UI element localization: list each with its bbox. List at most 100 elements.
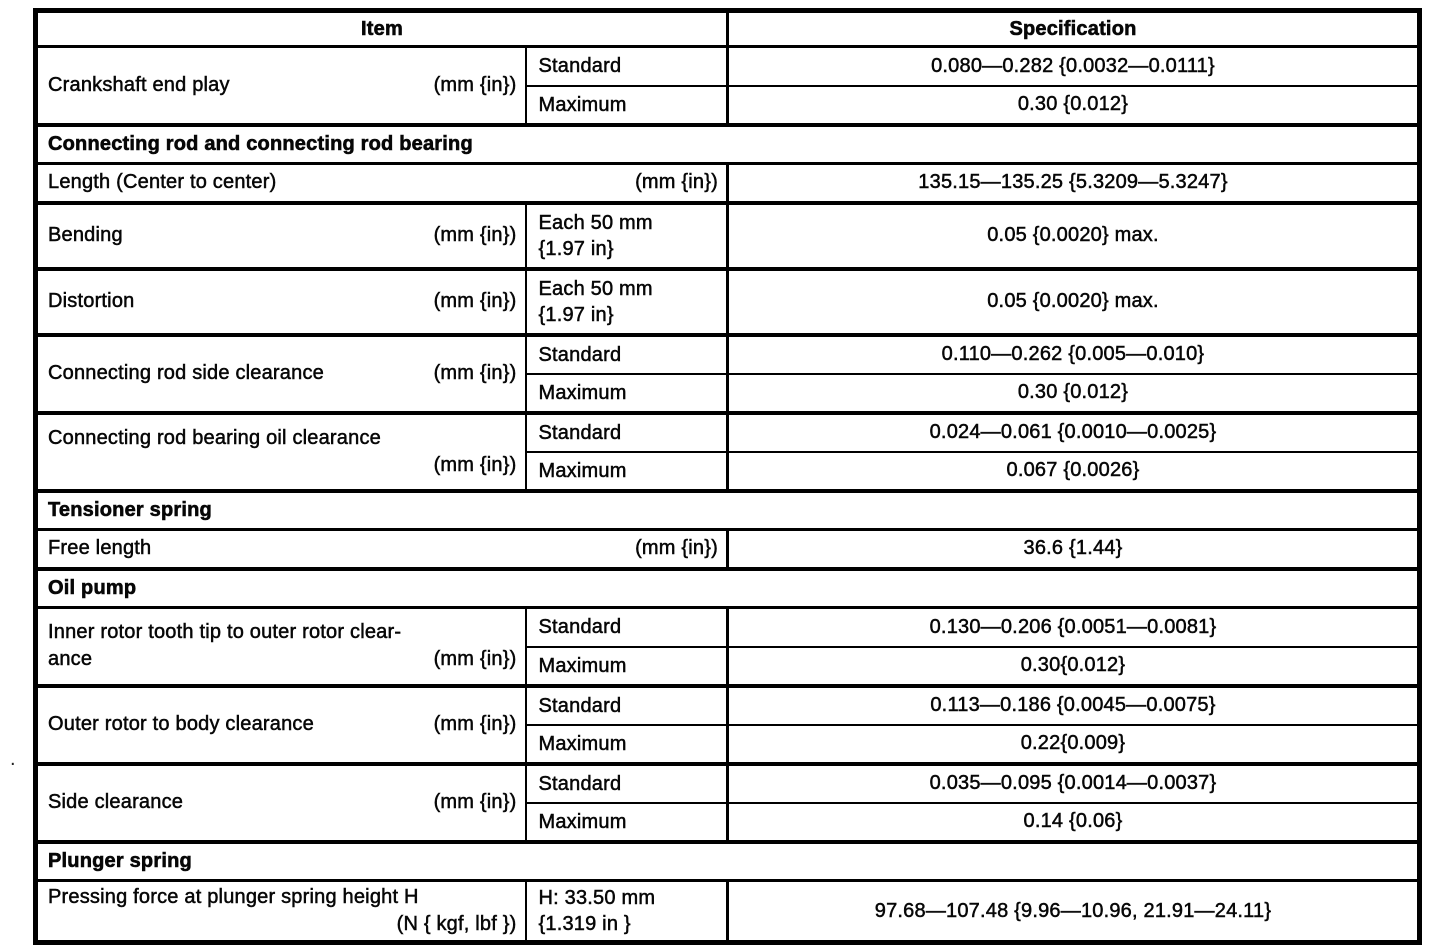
table-row: Connecting rod bearing oil clearance (mm… <box>34 410 1421 492</box>
item-cell-crankshaft-end-play: Crankshaft end play (mm {in}) <box>34 45 527 126</box>
specification-value: 36.6 {1.44} <box>726 528 1421 570</box>
item-label: Free length <box>48 537 152 560</box>
condition-cell: Standard <box>524 761 729 804</box>
table-row: Maximum 0.14 {0.06} <box>36 801 1421 843</box>
item-cell-distortion: Distortion (mm {in}) <box>34 266 527 336</box>
table-row: Pressing force at plunger spring height … <box>34 879 1421 944</box>
table-row: Side clearance (mm {in}) Standard 0.035—… <box>34 761 1421 843</box>
specification-value: 0.110—0.262 {0.005—0.010} <box>726 332 1421 375</box>
section-row-plunger-spring: Plunger spring <box>34 839 1421 882</box>
item-label: Length (Center to center) <box>48 171 277 194</box>
item-cell-bending: Bending (mm {in}) <box>34 200 527 270</box>
table-row: Bending (mm {in}) Each 50 mm {1.97 in} 0… <box>34 200 1421 270</box>
table-row: Outer rotor to body clearance (mm {in}) … <box>34 683 1421 765</box>
unit-label: (mm {in}) <box>635 171 718 194</box>
specification-value: 0.130—0.206 {0.0051—0.0081} <box>726 606 1421 648</box>
condition-cell: Maximum <box>524 723 729 765</box>
table-row: Inner rotor tooth tip to outer rotor cle… <box>34 606 1421 687</box>
item-column-header: Item <box>34 9 729 48</box>
section-title: Connecting rod and connecting rod bearin… <box>34 122 1421 165</box>
table-row: Connecting rod side clearance (mm {in}) … <box>34 332 1421 414</box>
condition-cell: Maximum <box>524 645 729 687</box>
specification-value: 0.024—0.061 {0.0010—0.0025} <box>726 410 1421 453</box>
condition-line: Each 50 mm <box>538 211 653 234</box>
specification-table: Item Specification Crankshaft end play (… <box>33 8 1422 945</box>
section-title: Oil pump <box>34 566 1421 609</box>
specification-value: 97.68—107.48 {9.96—10.96, 21.91—24.11} <box>726 879 1421 944</box>
section-title: Tensioner spring <box>34 488 1421 531</box>
item-cell-inner-rotor-clearance: Inner rotor tooth tip to outer rotor cle… <box>34 606 527 687</box>
condition-line: {1.97 in} <box>538 303 614 326</box>
table-row: Maximum 0.30{0.012} <box>36 645 1421 687</box>
item-cell-rod-side-clearance: Connecting rod side clearance (mm {in}) <box>34 332 527 414</box>
item-label: Pressing force at plunger spring height … <box>48 886 419 909</box>
unit-label: (mm {in}) <box>433 73 517 97</box>
item-cell-side-clearance: Side clearance (mm {in}) <box>34 761 527 843</box>
table-row: Maximum 0.067 {0.0026} <box>36 450 1421 492</box>
condition-cell: Standard <box>524 332 729 375</box>
condition-cell: Maximum <box>524 801 729 843</box>
item-cell-length: Length (Center to center) (mm {in}) <box>34 162 729 204</box>
item-label: Inner rotor tooth tip to outer rotor cle… <box>48 621 402 644</box>
specification-value: 0.067 {0.0026} <box>726 450 1421 492</box>
condition-cell: Each 50 mm {1.97 in} <box>524 266 729 336</box>
unit-label: (mm {in}) <box>635 537 718 560</box>
condition-cell: Maximum <box>524 450 729 492</box>
condition-cell: Standard <box>524 45 729 87</box>
item-label: Side clearance <box>48 791 184 814</box>
scan-artifact-dot: . <box>10 748 16 770</box>
specification-value: 0.22{0.009} <box>726 723 1421 765</box>
item-label: Connecting rod bearing oil clearance <box>48 426 381 449</box>
condition-cell: Maximum <box>524 372 729 414</box>
unit-label: (mm {in}) <box>433 648 517 671</box>
specification-value: 0.035—0.095 {0.0014—0.0037} <box>726 761 1421 804</box>
specification-value: 0.30 {0.012} <box>726 84 1421 126</box>
unit-label: (mm {in}) <box>433 290 517 313</box>
table-header-row: Item Specification <box>34 9 1421 48</box>
condition-cell: Standard <box>524 410 729 453</box>
item-cell-pressing-force: Pressing force at plunger spring height … <box>34 879 527 944</box>
item-cell-outer-rotor-clearance: Outer rotor to body clearance (mm {in}) <box>34 683 527 765</box>
unit-label: (mm {in}) <box>433 362 517 385</box>
specification-value: 0.05 {0.0020} max. <box>726 200 1421 270</box>
section-title: Plunger spring <box>34 839 1421 882</box>
section-row-oil-pump: Oil pump <box>34 566 1421 609</box>
item-cell-free-length: Free length (mm {in}) <box>34 528 729 570</box>
condition-line: Each 50 mm <box>538 277 653 300</box>
condition-line: {1.97 in} <box>538 237 614 260</box>
condition-cell: Maximum <box>524 84 729 126</box>
specification-value: 0.30 {0.012} <box>726 372 1421 414</box>
condition-line: {1.319 in } <box>538 913 631 936</box>
condition-cell: Each 50 mm {1.97 in} <box>524 200 729 270</box>
specification-value: 0.14 {0.06} <box>726 801 1421 843</box>
item-cell-rod-bearing-oil-clearance: Connecting rod bearing oil clearance (mm… <box>34 410 527 492</box>
specification-value: 0.080—0.282 {0.0032—0.0111} <box>726 45 1421 87</box>
item-label: Distortion <box>48 290 135 313</box>
item-label: Connecting rod side clearance <box>48 362 324 385</box>
specification-column-header: Specification <box>726 9 1421 48</box>
condition-cell: Standard <box>524 683 729 726</box>
specification-value: 0.05 {0.0020} max. <box>726 266 1421 336</box>
table-row: Maximum 0.30 {0.012} <box>36 84 1421 126</box>
unit-label: (mm {in}) <box>433 791 517 814</box>
table-row: Distortion (mm {in}) Each 50 mm {1.97 in… <box>34 266 1421 336</box>
specification-value: 135.15—135.25 {5.3209—5.3247} <box>726 162 1421 204</box>
condition-line: H: 33.50 mm <box>538 887 656 910</box>
specification-value: 0.113—0.186 {0.0045—0.0075} <box>726 683 1421 726</box>
table-row: Free length (mm {in}) 36.6 {1.44} <box>34 528 1421 570</box>
unit-label: (mm {in}) <box>433 713 517 736</box>
table-row: Maximum 0.30 {0.012} <box>36 372 1421 414</box>
condition-cell: H: 33.50 mm {1.319 in } <box>524 879 729 944</box>
section-row-tensioner-spring: Tensioner spring <box>34 488 1421 531</box>
table-row: Maximum 0.22{0.009} <box>36 723 1421 765</box>
item-label: ance <box>48 648 93 671</box>
unit-label: (mm {in}) <box>433 453 517 476</box>
unit-label: (N { kgf, lbf }) <box>396 913 517 936</box>
item-label: Bending <box>48 224 123 247</box>
condition-cell: Standard <box>524 606 729 648</box>
specification-value: 0.30{0.012} <box>726 645 1421 687</box>
table-row: Crankshaft end play (mm {in}) Standard 0… <box>34 45 1421 126</box>
item-label: Outer rotor to body clearance <box>48 713 314 736</box>
table-row: Length (Center to center) (mm {in}) 135.… <box>34 162 1421 204</box>
